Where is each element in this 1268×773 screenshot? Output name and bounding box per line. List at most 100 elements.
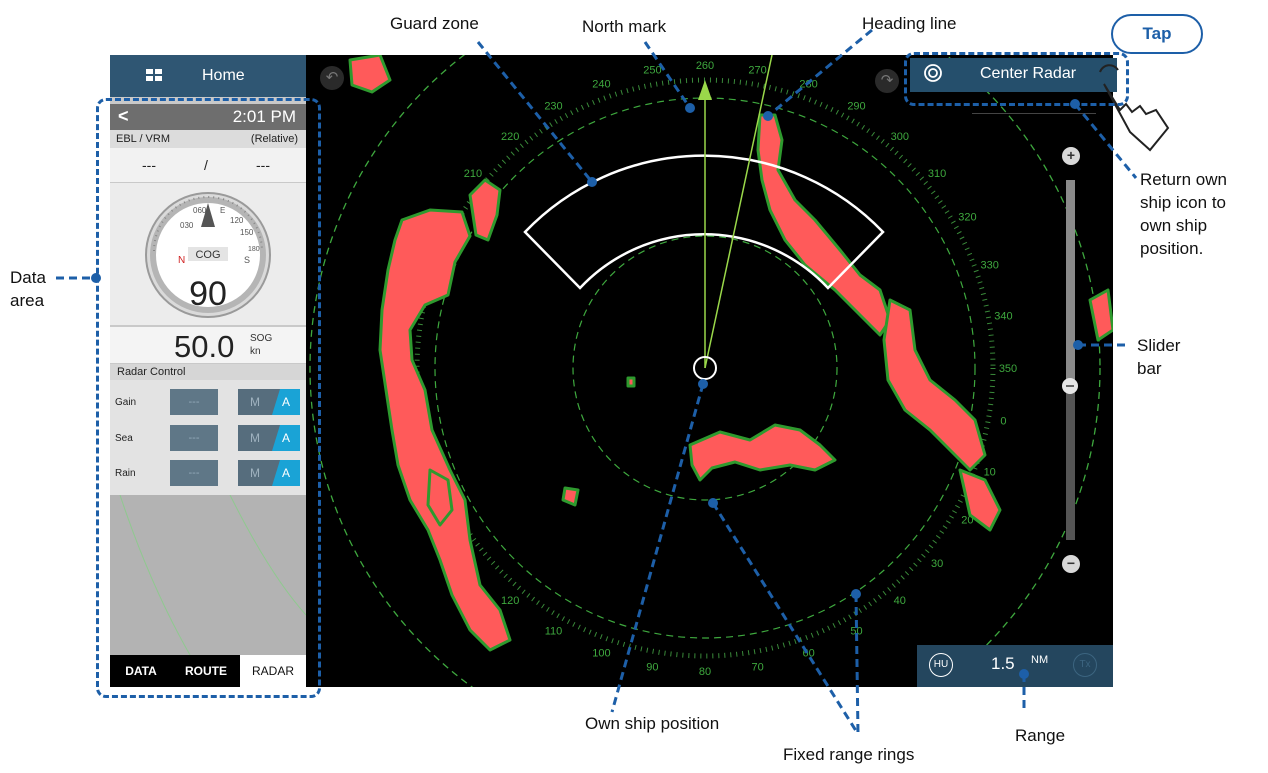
ebl-value: ---	[142, 157, 156, 173]
echo-right-lower	[958, 468, 1002, 532]
echo-far-right	[1088, 288, 1113, 342]
echo-upper-right	[756, 113, 892, 337]
ebl-separator: /	[204, 157, 208, 173]
head-up-mode-button[interactable]: HU	[929, 653, 953, 677]
guard-zone	[523, 154, 885, 290]
svg-text:030: 030	[180, 221, 194, 230]
tab-data[interactable]: DATA	[125, 664, 157, 678]
bearing-label: 270	[748, 65, 766, 77]
gain-label: Gain	[115, 397, 137, 408]
bearing-label: 90	[646, 661, 658, 673]
panel-tabs: DATA ROUTE RADAR	[110, 655, 306, 687]
bearing-label: 10	[984, 467, 996, 479]
svg-text:180: 180	[248, 246, 260, 253]
ebl-vrm-label: EBL / VRM	[116, 133, 170, 145]
data-area: Home < 2:01 PM EBL / VRM (Relative) --- …	[110, 55, 306, 687]
bearing-label: 210	[464, 168, 482, 180]
bearing-label: 250	[643, 65, 661, 77]
range-slider-thumb[interactable]	[1062, 378, 1078, 394]
svg-text:S: S	[244, 255, 250, 265]
bearing-label: 30	[931, 558, 943, 570]
label-north-mark: North mark	[582, 17, 667, 36]
home-button[interactable]: Home	[110, 55, 306, 97]
bearing-label: 340	[994, 310, 1012, 322]
bearing-label: 350	[999, 363, 1017, 375]
bearing-label: 80	[699, 666, 711, 678]
label-own-ship-position: Own ship position	[585, 714, 720, 733]
center-radar-highlight	[904, 52, 1129, 106]
echo-right	[882, 298, 987, 472]
transmit-button[interactable]: Tx	[1073, 653, 1097, 677]
radar-control-label: Radar Control	[117, 366, 186, 378]
label-range: Range	[1015, 726, 1066, 745]
label-return-own-ship: Return own ship icon to own ship positio…	[1140, 170, 1227, 258]
sea-value[interactable]: ---	[170, 425, 218, 451]
bearing-label: 0	[1000, 416, 1006, 428]
zoom-in-icon[interactable]: +	[1062, 147, 1080, 165]
clock-time: 2:01 PM	[232, 107, 296, 126]
bearing-label: 320	[958, 212, 976, 224]
label-guard-zone: Guard zone	[390, 14, 479, 33]
center-radar-button[interactable]: Center Radar	[910, 58, 1117, 92]
svg-text:N: N	[178, 255, 185, 266]
ebl-vrm-values: --- / ---	[110, 148, 306, 182]
bearing-label: 60	[802, 648, 814, 660]
sea-label: Sea	[115, 433, 133, 444]
rain-label: Rain	[115, 468, 136, 479]
echo-small-1	[561, 486, 580, 507]
svg-text:E: E	[220, 206, 225, 215]
bearing-label: 20	[961, 515, 973, 527]
label-fixed-range-rings: Fixed range rings	[783, 745, 915, 764]
redo-icon[interactable]: ↷	[875, 69, 899, 93]
svg-text:150: 150	[240, 228, 254, 237]
bearing-label: 110	[545, 625, 563, 637]
bearing-label: 100	[592, 648, 610, 660]
divider	[972, 113, 1096, 114]
bearing-label: 300	[891, 131, 909, 143]
echo-left-lower	[426, 468, 454, 527]
undo-icon[interactable]: ↶	[320, 66, 344, 90]
vrm-value: ---	[256, 157, 270, 173]
ebl-mode-label: (Relative)	[250, 133, 298, 145]
range-ring-outer	[309, 55, 1101, 687]
svg-text:120: 120	[230, 216, 244, 225]
compass-dial-icon: COG 90 N 030 060 E 120 150 S 180	[145, 192, 271, 318]
range-ring-2	[434, 97, 976, 639]
back-icon[interactable]: <	[118, 106, 129, 126]
zoom-out-icon[interactable]: −	[1062, 555, 1080, 573]
echo-left-inner	[468, 178, 502, 242]
echo-left	[378, 208, 512, 652]
svg-text:90: 90	[189, 275, 227, 313]
gain-value[interactable]: ---	[170, 389, 218, 415]
radar-echoes	[348, 55, 1113, 652]
target-icon	[924, 64, 942, 82]
range-unit: NM	[1031, 654, 1049, 666]
bearing-label: 230	[544, 101, 562, 113]
bearing-label: 120	[501, 595, 519, 607]
home-label: Home	[202, 67, 245, 84]
echo-south	[688, 423, 837, 482]
sog-value: 50.0	[174, 329, 235, 364]
rain-value[interactable]: ---	[170, 460, 218, 486]
label-heading-line: Heading line	[862, 14, 957, 33]
echo-small-2	[626, 376, 636, 388]
svg-text:060: 060	[193, 206, 207, 215]
range-ring-1	[572, 235, 838, 501]
sog-unit: kn	[250, 346, 261, 357]
panel-background	[110, 495, 306, 655]
sog-widget: 50.0 SOG kn	[110, 327, 306, 364]
bearing-label: 260	[696, 60, 714, 72]
tab-radar[interactable]: RADAR	[240, 655, 306, 687]
bearing-labels: 2002102202302402502602702802903003103203…	[433, 60, 1017, 678]
sog-label: SOG	[250, 333, 273, 344]
bearing-label: 220	[501, 131, 519, 143]
heading-line	[704, 55, 773, 369]
tab-route[interactable]: ROUTE	[185, 664, 227, 678]
data-area-highlight	[96, 98, 321, 698]
radar-control-header: Radar Control	[110, 364, 306, 380]
